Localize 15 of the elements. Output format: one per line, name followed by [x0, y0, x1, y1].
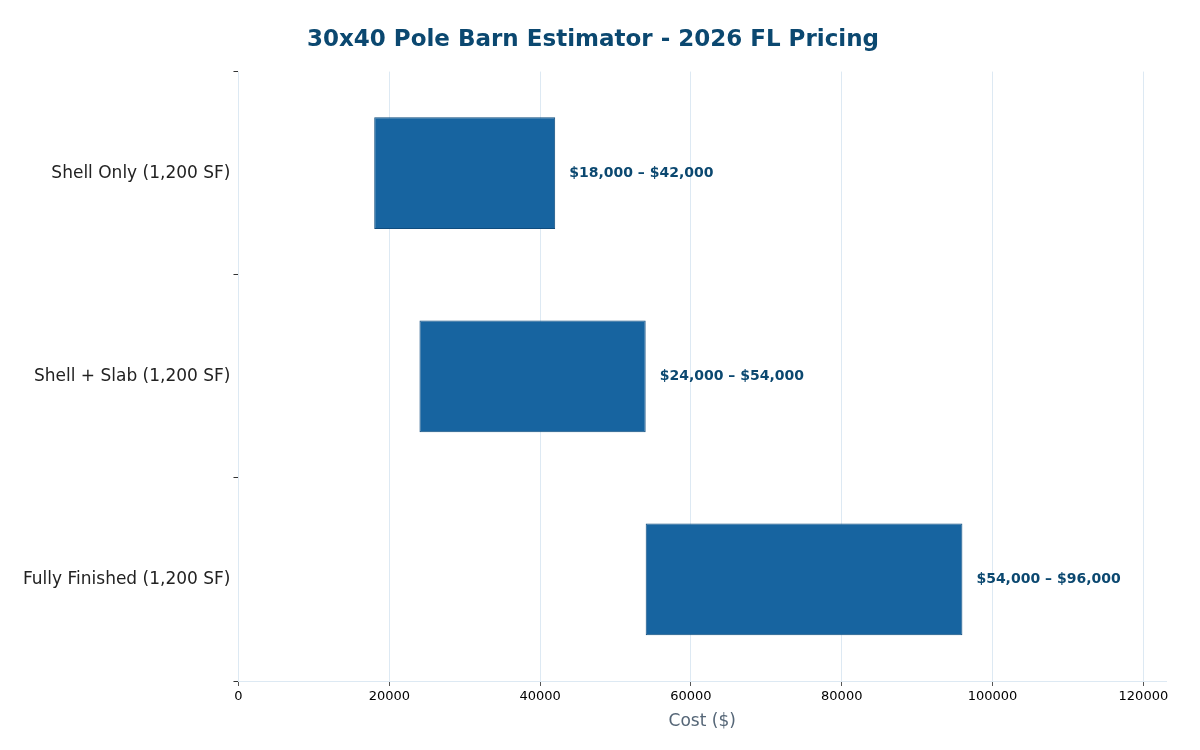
x-tick-label: 40000: [519, 688, 561, 704]
y-tick-label: Fully Finished (1,200 SF): [22, 567, 231, 588]
x-tick-label: 100000: [967, 688, 1018, 704]
y-tick-label: Shell + Slab (1,200 SF): [33, 364, 231, 385]
chart-title: 30x40 Pole Barn Estimator - 2026 FL Pricing: [306, 24, 880, 51]
x-tick-label: 0: [234, 688, 243, 704]
annotation: $24,000 – $54,000: [659, 366, 805, 383]
annotation: $54,000 – $96,000: [976, 570, 1121, 587]
x-tick-label: 80000: [821, 688, 863, 704]
x-tick-label: 60000: [670, 688, 712, 704]
annotation: $18,000 – $42,000: [569, 163, 714, 180]
x-axis-title: Cost ($): [668, 710, 736, 731]
y-tick-label: Shell Only (1,200 SF): [51, 161, 231, 182]
x-tick-label: 20000: [368, 688, 410, 704]
x-tick-label: 120000: [1118, 688, 1169, 704]
